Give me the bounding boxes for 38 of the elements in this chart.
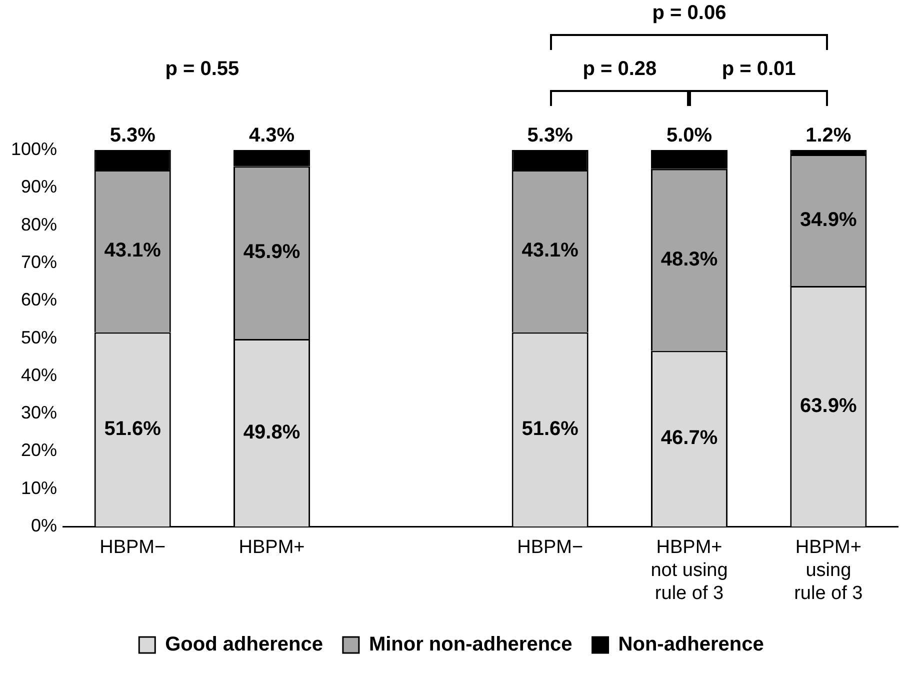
x-tick-label: HBPM− [100,537,166,558]
text: p = 0.06 [651,2,728,25]
y-tick-label: 70% [21,252,58,272]
data-label: 5.0% [666,124,712,147]
data-label: 51.6% [522,418,579,440]
y-tick-label: 80% [21,214,58,234]
data-label: 5.3% [110,124,156,147]
data-label: 48.3% [660,248,718,270]
legend-label: Non-adherence [618,634,764,656]
data-label: 34.9% [800,208,857,231]
data-label: 43.1% [104,240,162,262]
data-label: 5.3% [527,124,574,147]
x-tick-label: HBPM+ not using rule of 3 [650,537,728,604]
y-tick-label: 0% [31,516,58,536]
legend-label: Good adherence [165,634,323,656]
data-label: 4.3% [248,124,295,147]
data-label: 43.1% [522,240,579,262]
y-tick-label: 60% [21,290,58,310]
y-tick-label: 30% [21,402,58,423]
data-label: 49.8% [243,421,300,444]
y-tick-label: 100% [10,138,58,159]
y-tick-label: 40% [21,364,58,385]
data-label: 45.9% [243,241,300,264]
y-tick-label: 50% [21,327,58,348]
y-tick-label: 10% [21,478,58,498]
data-label: 63.9% [800,394,857,417]
y-tick-label: 90% [21,176,58,197]
data-label: 51.6% [104,418,162,440]
data-label: 1.2% [806,124,852,147]
x-tick-label: HBPM+ [238,537,305,558]
text: p = 0.28 [582,58,658,81]
x-tick-label: HBPM+ using rule of 3 [794,537,863,604]
y-tick-label: 20% [21,440,58,460]
text: p = 0.55 [164,58,240,81]
text: p = 0.01 [720,58,797,81]
legend-label: Minor non-adherence [368,634,572,656]
x-tick-label: HBPM− [517,537,584,558]
data-label: 46.7% [660,427,718,450]
